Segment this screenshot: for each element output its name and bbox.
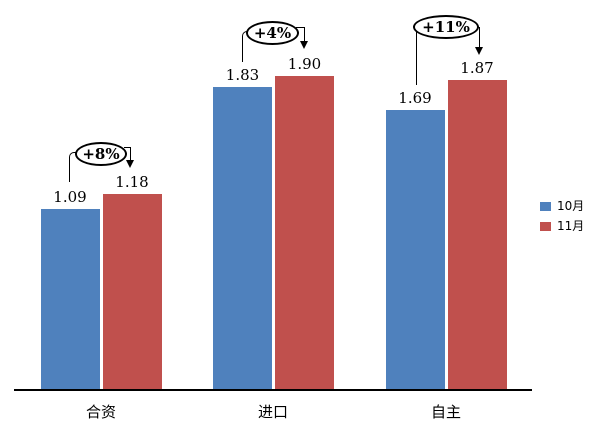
- annotation-arrow-line-import: [296, 27, 305, 42]
- value-label-nov-import: 1.90: [287, 54, 322, 73]
- bar-nov-domestic: [447, 80, 507, 389]
- value-label-nov-domestic: 1.87: [460, 59, 494, 78]
- value-label-oct-domestic: 1.69: [398, 89, 432, 108]
- category-label-import: 进口: [257, 403, 288, 421]
- value-label-oct-joint-venture: 1.09: [53, 188, 87, 207]
- annotation-ellipse-import: +4%: [246, 21, 299, 45]
- annotation-arrow-head-icon-import: [299, 41, 308, 49]
- legend-item-october: 10月: [540, 196, 584, 216]
- legend-label-october: 10月: [557, 199, 585, 213]
- bar-oct-import: [213, 87, 272, 389]
- annotation-arrow-head-icon-joint-venture: [125, 160, 134, 168]
- category-label-domestic: 自主: [430, 403, 461, 421]
- legend-swatch-october-icon: [540, 201, 551, 211]
- annotation-connector-joint-venture: [69, 152, 78, 182]
- annotation-ellipse-joint-venture: +8%: [75, 142, 127, 166]
- legend-swatch-november-icon: [540, 221, 551, 231]
- bar-oct-joint-venture: [40, 209, 100, 389]
- annotation-arrow-line-joint-venture: [124, 147, 131, 161]
- legend-item-november: 11月: [540, 216, 584, 236]
- annotation-connector-import: [242, 31, 249, 62]
- bar-oct-domestic: [385, 110, 445, 389]
- bar-nov-import: [275, 75, 334, 389]
- value-label-nov-joint-venture: 1.18: [115, 173, 149, 192]
- bar-nov-joint-venture: [102, 194, 162, 389]
- legend: 10月 11月: [540, 196, 584, 236]
- annotation-arrow-head-icon-domestic: [474, 47, 483, 55]
- annotation-ellipse-domestic: +11%: [413, 15, 479, 39]
- x-axis-line: [14, 389, 532, 391]
- value-label-oct-import: 1.83: [225, 66, 260, 85]
- legend-label-november: 11月: [557, 219, 585, 233]
- annotation-connector-domestic: [416, 30, 418, 85]
- category-label-joint-venture: 合资: [85, 403, 116, 421]
